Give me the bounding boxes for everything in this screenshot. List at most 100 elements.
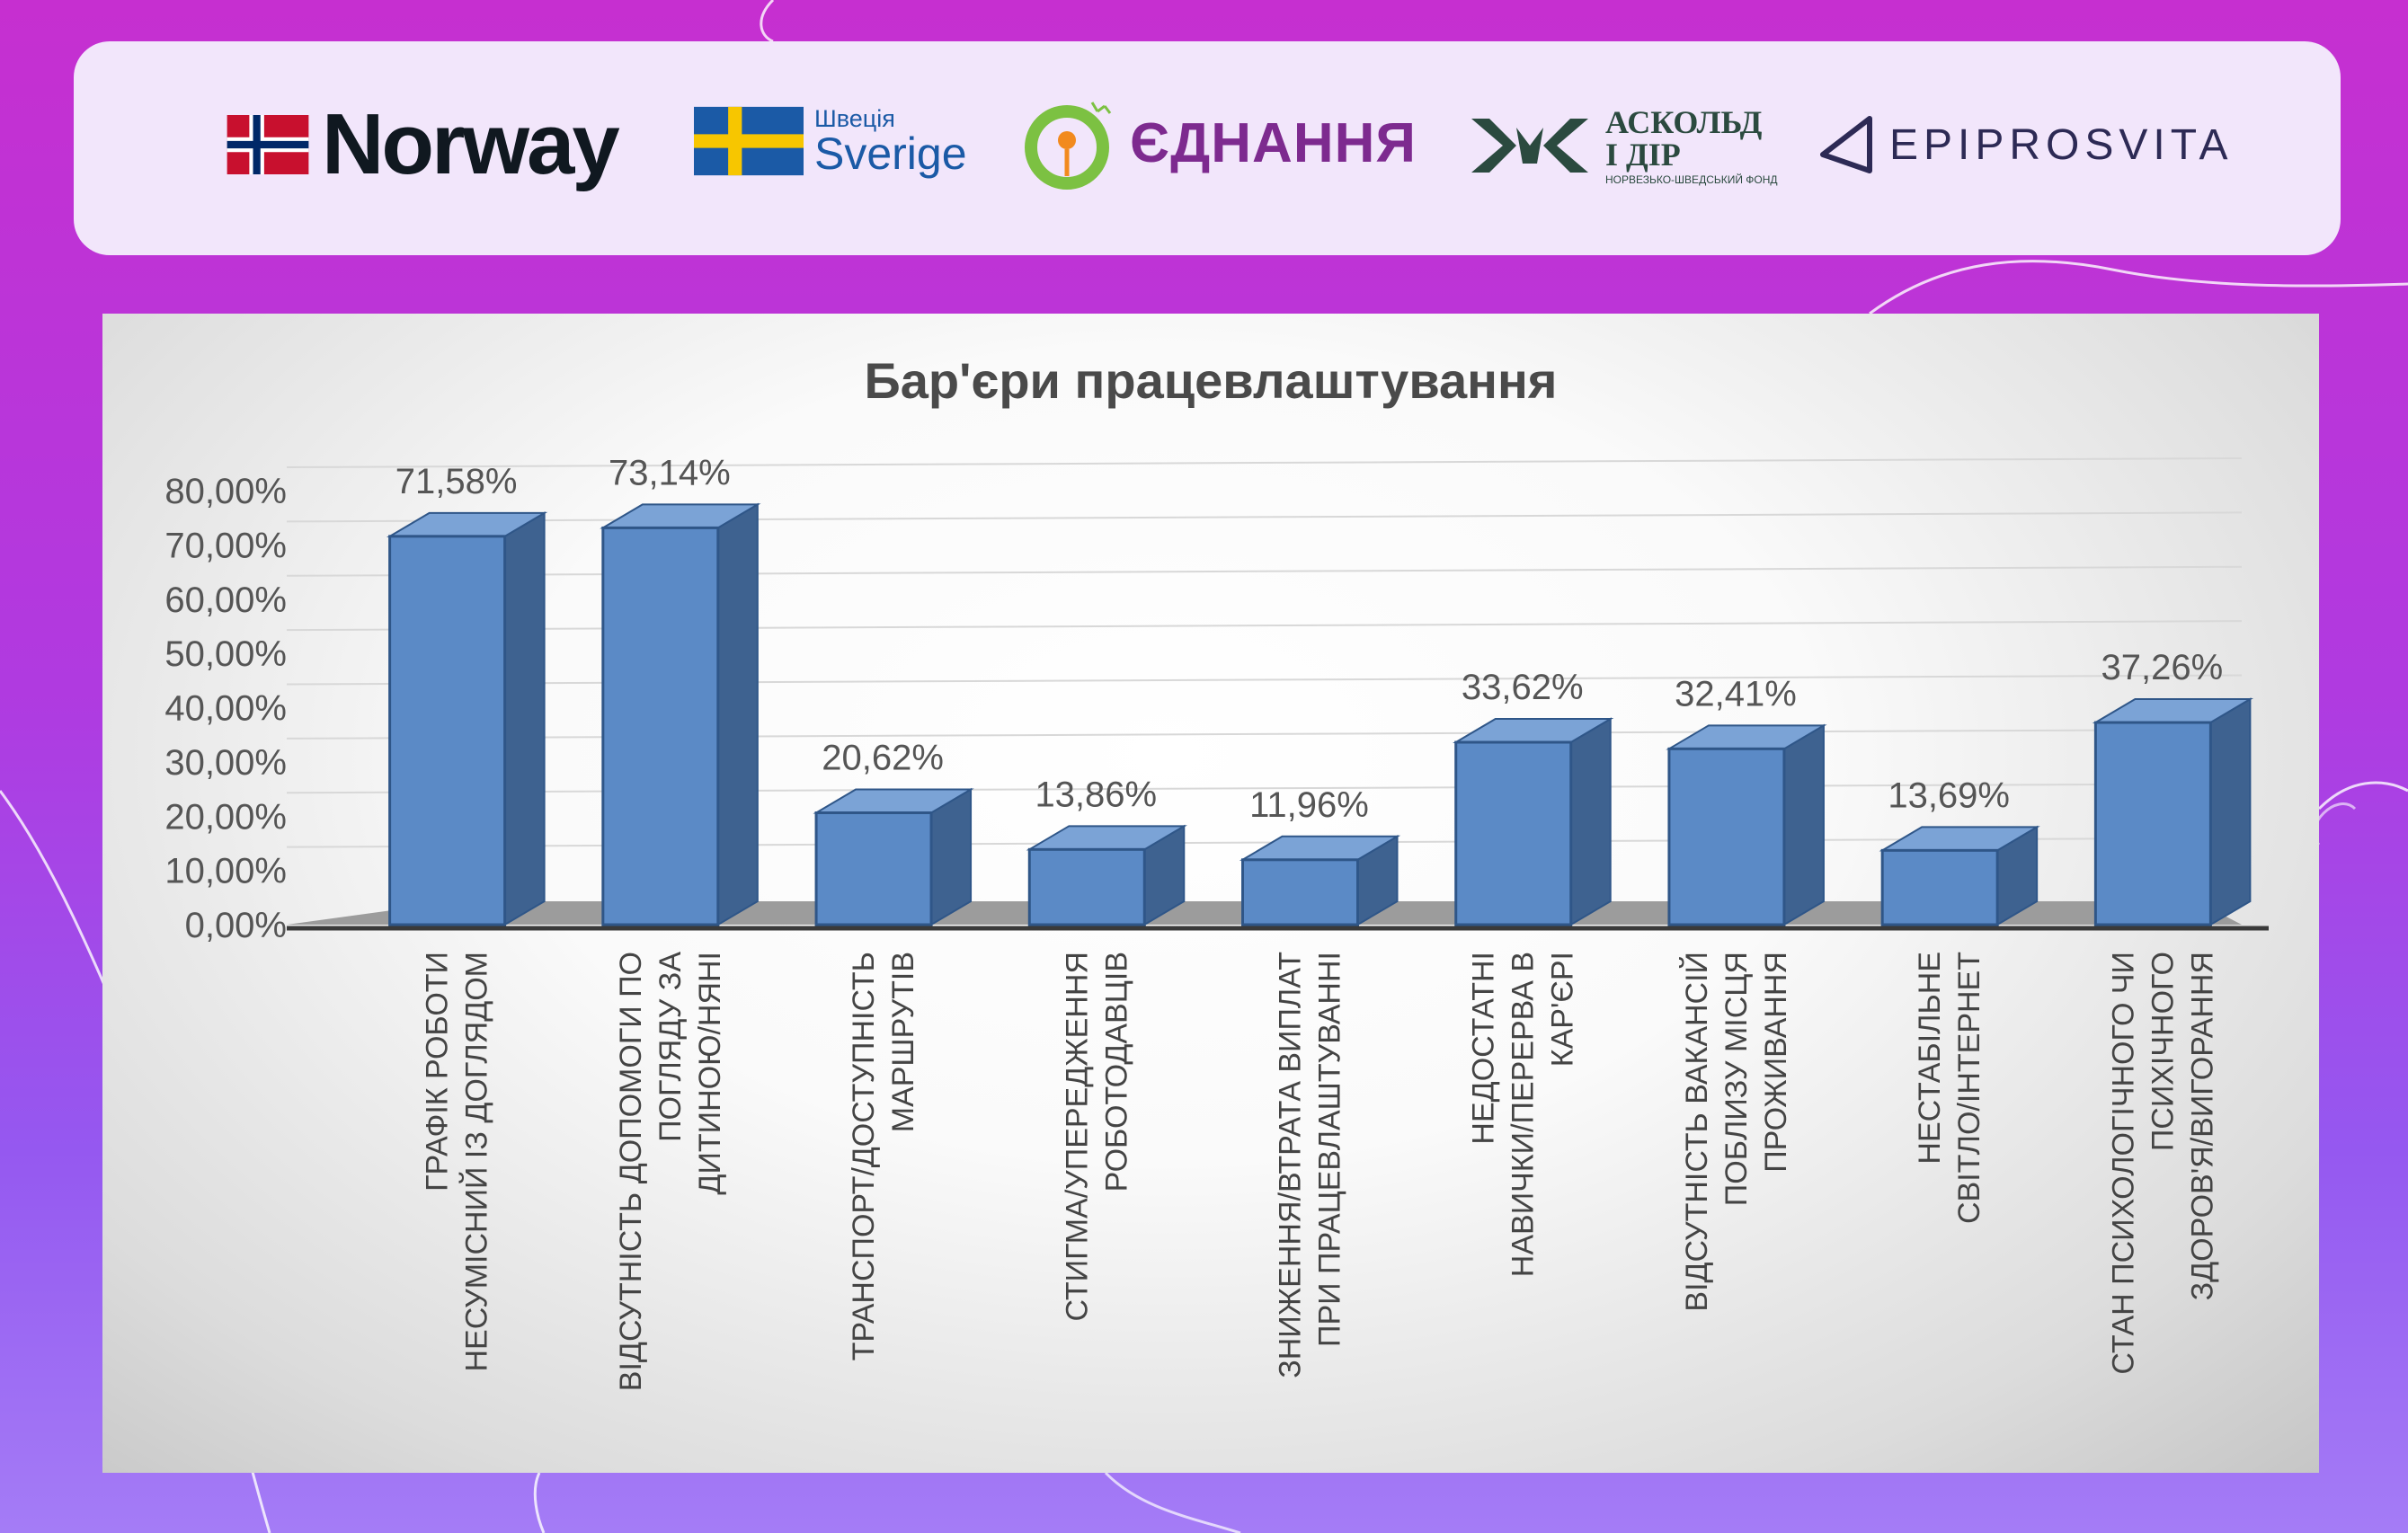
category-label-line: РОБОТОДАВЦІВ [1099, 952, 1133, 1192]
bar [1879, 825, 2040, 926]
sweden-label-ua: Швеція [814, 104, 895, 132]
bar [1026, 824, 1187, 926]
y-tick-label: 70,00% [164, 526, 287, 565]
ednannya-logo: ЄДНАННЯ [1022, 93, 1417, 192]
norway-logo: Norway [227, 95, 620, 194]
epiprosvita-wordmark: EPIPROSVITA [1889, 120, 2234, 169]
sweden-label-se: Sverige [814, 128, 967, 179]
data-label: 13,69% [1888, 775, 2010, 815]
bar-side [1782, 723, 1825, 926]
y-tick-label: 10,00% [164, 852, 287, 891]
sweden-flag-icon [694, 106, 804, 176]
chart-title: Бар'єри працевлаштування [864, 352, 1558, 409]
gridline [286, 511, 2243, 523]
gridline [286, 620, 2243, 632]
bar-front [814, 811, 933, 926]
norway-flag-icon [227, 115, 309, 174]
triangle-icon [1820, 116, 1872, 173]
ednannya-emblem-icon [1025, 102, 1112, 190]
y-tick-label: 40,00% [164, 689, 287, 729]
y-tick-label: 30,00% [164, 743, 287, 783]
bar-front [1027, 847, 1146, 926]
category-label-line: ПОБЛИЗУ МІСЦЯ [1719, 952, 1754, 1206]
category-label-line: ВІДСУТНІСТЬ ДОПОМОГИ ПО [614, 952, 648, 1391]
y-tick-label: 60,00% [164, 580, 287, 620]
category-label: ГРАФІК РОБОТИ НЕСУМІСНИЙ ІЗ ДОГЛЯДОМ [421, 952, 494, 1372]
category-label-line: НЕДОСТАТНІ [1467, 952, 1501, 1145]
askold-dir-logo: АСКОЛЬД І ДІР НОРВЕЗЬКО-ШВЕДСЬКИЙ ФОНД [1467, 106, 1778, 185]
category-label: ТРАНСПОРТ/ДОСТУПНІСТЬ МАРШРУТІВ [847, 952, 920, 1360]
y-tick-label: 20,00% [164, 797, 287, 837]
gridline [286, 565, 2243, 577]
category-label-line: СТАН ПСИХОЛОГІЧНОГО ЧИ [2106, 952, 2140, 1375]
bar-front [1454, 740, 1573, 926]
sweden-logo: Швеція Sverige [694, 106, 967, 176]
category-label-line: ГРАФІК РОБОТИ [421, 952, 455, 1192]
askold-line1: АСКОЛЬД [1605, 104, 1763, 140]
bar-front [1880, 848, 1999, 926]
category-label: СТИГМА/УПЕРЕДЖЕННЯ РОБОТОДАВЦІВ [1060, 952, 1133, 1322]
category-label-line: ЗДОРОВ'Я/ВИГОРАННЯ [2185, 952, 2219, 1300]
chart-panel: Бар'єри працевлаштування 0,00% 10,00% 20,0… [102, 314, 2319, 1473]
category-label-line: ПСИХІЧНОГО [2146, 952, 2180, 1151]
category-label-line: ПОГЛЯДУ ЗА [653, 952, 688, 1142]
category-label-line: СВІТЛО/ІНТЕРНЕТ [1952, 952, 1986, 1224]
bar-side [1569, 717, 1612, 926]
bar-chart: 0,00% 10,00% 20,00% 30,00% 40,00% 50,00% 60,00… [164, 453, 2269, 1392]
y-tick-label: 80,00% [164, 472, 287, 511]
category-label-line: ВІДСУТНІСТЬ ВАКАНСІЙ [1680, 952, 1714, 1312]
bar [1239, 835, 1401, 926]
category-label-line: ДИТИНОЮ/НЯНІ [693, 952, 727, 1195]
data-label: 71,58% [395, 462, 518, 501]
bar-side [2209, 697, 2252, 926]
category-label-line: КАР'ЄРІ [1546, 952, 1580, 1067]
category-label-line: ЗНИЖЕННЯ/ВТРАТА ВИПЛАТ [1274, 952, 1308, 1378]
data-label: 13,86% [1035, 775, 1157, 814]
y-axis-ticks: 0,00% 10,00% 20,00% 30,00% 40,00% 50,00% 60,00… [164, 472, 287, 945]
category-label-line: ТРАНСПОРТ/ДОСТУПНІСТЬ [847, 952, 881, 1360]
partner-logos-bar: Norway Швеція Sverige ЄДНАННЯ АСКОЛЬД [74, 41, 2341, 255]
gridline [286, 728, 2243, 740]
category-label-line: НЕСУМІСНИЙ ІЗ ДОГЛЯДОМ [460, 952, 494, 1372]
bar [1666, 723, 1827, 926]
epiprosvita-logo: EPIPROSVITA [1817, 113, 2234, 176]
data-label: 37,26% [2101, 648, 2224, 687]
bar-side [503, 511, 546, 926]
bar-side [716, 502, 759, 926]
askold-dir-emblem-icon [1471, 119, 1588, 173]
data-label: 20,62% [822, 739, 944, 778]
data-labels: 71,58% 73,14% 20,62% 13,86% 11,96% 33,62% 32,4… [395, 453, 2223, 824]
category-label-line: МАРШРУТІВ [886, 952, 920, 1132]
bar-front [1241, 858, 1359, 926]
askold-subtitle: НОРВЕЗЬКО-ШВЕДСЬКИЙ ФОНД [1605, 173, 1778, 186]
bar-front [2093, 721, 2212, 926]
y-tick-label: 0,00% [185, 906, 287, 945]
bar-front [1667, 747, 1786, 926]
norway-wordmark: Norway [322, 96, 620, 192]
askold-line2: І ДІР [1605, 137, 1681, 173]
category-label: ВІДСУТНІСТЬ ДОПОМОГИ ПО ПОГЛЯДУ ЗА ДИТИНОЮ… [614, 952, 727, 1392]
data-label: 11,96% [1249, 785, 1369, 825]
gridline [286, 674, 2243, 686]
ednannya-wordmark: ЄДНАННЯ [1130, 111, 1417, 174]
bar [813, 787, 974, 926]
category-label-line: СТИГМА/УПЕРЕДЖЕННЯ [1060, 952, 1094, 1322]
category-label-line: ПРИ ПРАЦЕВЛАШТУВАННІ [1313, 952, 1347, 1347]
category-label: НЕДОСТАТНІ НАВИЧКИ/ПЕРЕРВА В КАР'ЄРІ [1467, 952, 1580, 1277]
data-label: 32,41% [1675, 674, 1797, 713]
bar [386, 511, 548, 926]
data-label: 33,62% [1462, 668, 1584, 707]
category-label-line: ПРОЖИВАННЯ [1759, 952, 1793, 1173]
bars [386, 502, 2254, 926]
bar [600, 502, 761, 926]
category-label: ЗНИЖЕННЯ/ВТРАТА ВИПЛАТ ПРИ ПРАЦЕВЛАШТУВАН… [1274, 952, 1347, 1378]
category-label-line: НАВИЧКИ/ПЕРЕРВА В [1506, 952, 1541, 1277]
y-tick-label: 50,00% [164, 634, 287, 674]
category-labels: ГРАФІК РОБОТИ НЕСУМІСНИЙ ІЗ ДОГЛЯДОМ ВІДСУ… [421, 952, 2220, 1392]
bar [2092, 697, 2254, 926]
category-label: ВІДСУТНІСТЬ ВАКАНСІЙ ПОБЛИЗУ МІСЦЯ ПРОЖИВА… [1680, 952, 1793, 1312]
bar [1453, 717, 1614, 926]
bar-front [601, 526, 720, 926]
category-label: НЕСТАБІЛЬНЕ СВІТЛО/ІНТЕРНЕТ [1913, 952, 1986, 1224]
data-label: 73,14% [609, 453, 731, 492]
